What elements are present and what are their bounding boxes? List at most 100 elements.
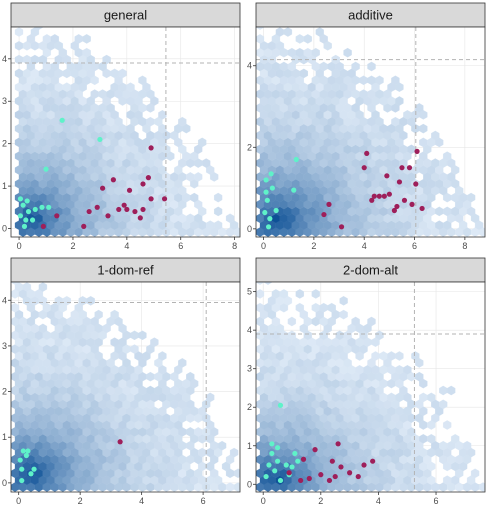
hex-bin: [466, 192, 476, 203]
highlight-point: [268, 171, 274, 177]
hex-bin: [50, 34, 59, 44]
hex-bin: [38, 323, 48, 334]
outlier-point: [140, 206, 146, 213]
outlier-point: [110, 177, 116, 183]
hex-bin: [443, 420, 452, 430]
y-ticks: 0 1 2 3 4 5: [247, 287, 256, 489]
outlier-point: [329, 458, 335, 464]
hex-bin: [375, 330, 384, 341]
outlier-point: [140, 181, 146, 187]
outlier-points: [286, 441, 376, 484]
x-tick-label: 2: [78, 496, 83, 506]
panel-general: general 0 2 4 6 8 0 1 2 3 4: [2, 2, 241, 251]
outlier-point: [399, 165, 405, 171]
outlier-point: [105, 213, 111, 219]
highlight-point: [263, 473, 269, 480]
hex-bin: [214, 192, 223, 203]
y-tick-label: 4: [247, 325, 252, 335]
hex-bin: [82, 47, 91, 58]
highlight-point: [293, 156, 299, 163]
hex-bin: [411, 351, 420, 361]
hex-bin: [229, 447, 239, 458]
x-tick-label: 4: [139, 496, 144, 506]
outlier-point: [326, 201, 332, 207]
outlier-point: [338, 464, 344, 470]
hex-bin: [431, 130, 440, 141]
hexbin-density: [256, 282, 485, 492]
outlier-point: [132, 208, 138, 215]
highlight-point: [23, 452, 29, 459]
x-ticks: 0 2 4 6: [16, 492, 206, 506]
hex-bin: [225, 213, 235, 224]
panel-additive: additive 0 2 4 6 8 0 2 4: [247, 2, 486, 251]
hex-bin: [351, 61, 360, 72]
hex-bin: [186, 371, 195, 382]
outlier-point: [145, 175, 151, 181]
x-tick-label: 0: [16, 496, 21, 506]
hexbin-density: [11, 282, 240, 492]
x-tick-label: 0: [17, 241, 22, 251]
hex-bin: [295, 289, 304, 299]
x-tick-label: 0: [261, 496, 266, 506]
hex-bin: [14, 27, 24, 37]
hex-bin: [327, 302, 336, 313]
hex-bin: [263, 282, 273, 285]
y-tick-label: 2: [247, 402, 252, 412]
outlier-point: [40, 223, 46, 229]
panel-2-dom-alt: 2-dom-alt 0 2 4 6 0 1 2 3 4 5: [247, 257, 486, 506]
hex-bin: [315, 27, 324, 37]
highlight-point: [277, 402, 284, 408]
outlier-point: [86, 208, 92, 215]
threshold-lines: [256, 282, 485, 492]
highlight-point: [19, 477, 25, 484]
hex-bin: [256, 289, 265, 299]
hex-bin: [202, 158, 211, 168]
x-ticks: 0 2 4 6: [261, 492, 439, 506]
y-tick-label: 3: [2, 341, 7, 351]
y-tick-label: 1: [247, 441, 252, 451]
outlier-point: [413, 181, 419, 187]
hex-bin: [279, 289, 289, 299]
hex-bin: [427, 392, 436, 403]
highlight-point: [263, 189, 269, 195]
hex-bin: [94, 309, 103, 320]
hex-bin: [287, 316, 296, 327]
outlier-point: [401, 197, 408, 203]
y-tick-label: 1: [2, 181, 7, 191]
highlight-point: [46, 204, 52, 210]
panel-border: [10, 26, 241, 238]
hex-bin: [138, 75, 147, 86]
outlier-point: [137, 215, 143, 221]
hex-bin: [395, 96, 404, 106]
hex-bin: [86, 296, 95, 306]
highlight-point: [272, 468, 278, 474]
hex-bin: [451, 434, 460, 444]
highlight-point: [32, 206, 38, 213]
outlier-point: [321, 211, 327, 218]
hex-bin: [367, 61, 376, 72]
outlier-points: [40, 145, 168, 229]
outlier-point: [419, 205, 425, 212]
outlier-point: [361, 462, 367, 468]
outlier-point: [406, 165, 413, 171]
highlight-points: [263, 402, 301, 484]
x-tick-label: 4: [124, 241, 129, 251]
outlier-point: [384, 173, 390, 179]
outlier-point: [370, 458, 376, 464]
hex-bin: [214, 206, 223, 217]
hex-bin: [419, 123, 428, 134]
y-tick-label: 0: [247, 479, 252, 489]
x-tick-label: 6: [201, 496, 206, 506]
x-tick-label: 0: [261, 241, 266, 251]
y-tick-label: 0: [2, 478, 7, 488]
hex-bin: [375, 75, 384, 86]
hex-bin: [470, 468, 480, 479]
highlight-point: [264, 197, 270, 203]
outlier-point: [306, 475, 312, 482]
hex-bin: [403, 365, 412, 375]
highlight-point: [17, 213, 24, 219]
highlight-point: [269, 185, 275, 191]
y-tick-label: 2: [2, 139, 7, 149]
outlier-point: [300, 456, 307, 462]
